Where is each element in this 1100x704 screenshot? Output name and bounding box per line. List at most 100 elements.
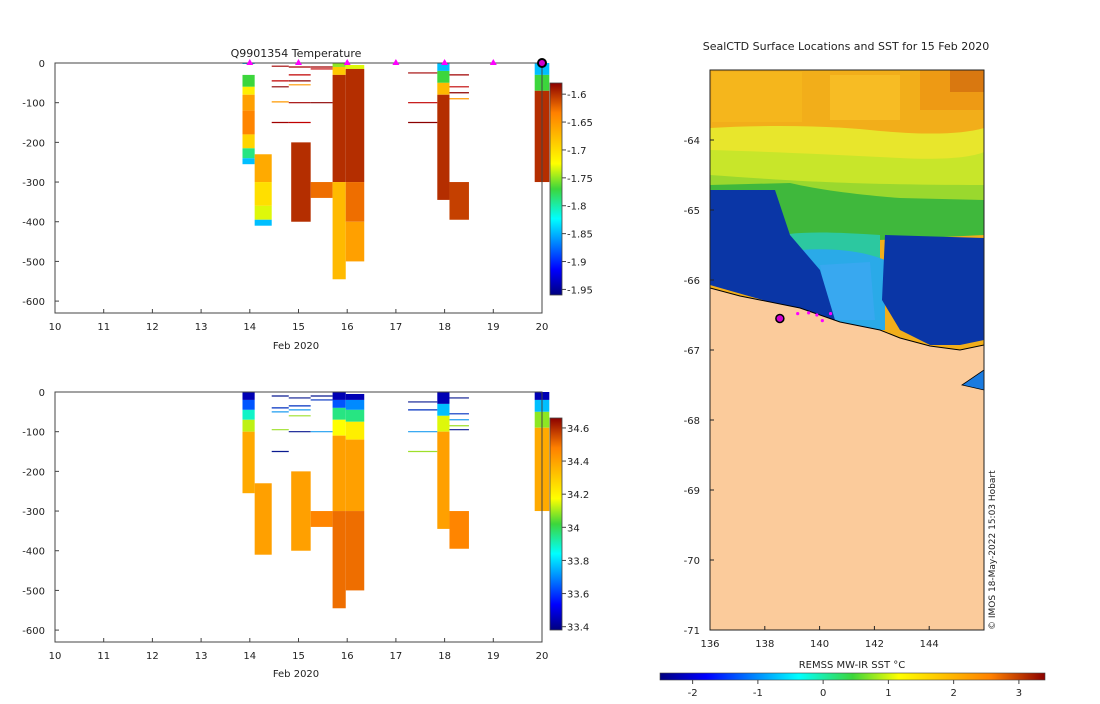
- temperature-xlabel: Feb 2020: [273, 341, 319, 352]
- sst-colorbar: [660, 673, 1045, 680]
- salinity-x-tick-label: 18: [438, 651, 451, 662]
- temperature-y-tick-label: -100: [22, 99, 45, 110]
- salinity-y-tick-label: -400: [22, 547, 45, 558]
- coastline: [710, 287, 984, 351]
- map-y-tick-label: -69: [684, 486, 700, 497]
- map-x-tick-label: 136: [700, 639, 719, 650]
- salinity-y-tick-label: -100: [22, 428, 45, 439]
- station-marker: [246, 59, 254, 65]
- salinity-profile-cell: [310, 511, 333, 527]
- station-marker: [343, 59, 351, 65]
- sst-colorbar-tick-label: -2: [688, 688, 698, 699]
- salinity-x-tick-label: 17: [390, 651, 403, 662]
- temperature-profile-cell: [242, 148, 255, 159]
- temperature-profile-cell: [254, 182, 272, 206]
- salinity-thin-lines: [271, 395, 469, 453]
- salinity-x-tick-label: 11: [97, 651, 110, 662]
- temperature-y-tick-label: -200: [22, 138, 45, 149]
- salinity-profile-cell: [242, 431, 255, 494]
- salinity-profile-cell: [332, 399, 346, 408]
- sst-map-panel: SealCTD Surface Locations and SST for 15…: [659, 40, 1046, 699]
- temperature-station-markers: [246, 58, 547, 68]
- temperature-x-tick-label: 13: [195, 322, 208, 333]
- temperature-profile-cell: [242, 94, 255, 111]
- salinity-y-tick-label: -200: [22, 467, 45, 478]
- salinity-profile-cell: [437, 403, 450, 416]
- map-y-tick-label: -68: [684, 416, 700, 427]
- temperature-x-tick-label: 17: [390, 322, 403, 333]
- seal-current-position: [775, 313, 785, 324]
- imos-credit: © IMOS 18-May-2022 15:03 Hobart: [988, 470, 998, 630]
- salinity-profile-cell: [332, 511, 346, 609]
- temperature-profiles: [242, 63, 550, 280]
- salinity-profile-cell: [254, 483, 272, 555]
- temperature-profile-cell: [291, 142, 311, 222]
- temperature-x-ticks: 10 11 12 13 14 15 16 17 18 19 20: [49, 309, 548, 333]
- station-marker: [295, 59, 302, 65]
- salinity-panel: 10 11 12 13 14 15 16 17 18 19 20 0 -100 -200 -300 -400…: [22, 388, 589, 680]
- station-marker: [392, 59, 400, 65]
- temperature-colorbar-ticks: -1.6 -1.65 -1.7 -1.75 -1.8 -1.85 -1.9 -1.95: [562, 90, 593, 296]
- salinity-xlabel: Feb 2020: [273, 669, 319, 680]
- temperature-profile-cell: [310, 182, 333, 198]
- map-x-ticks: 136 138 140 142 144: [700, 626, 939, 650]
- temperature-profile-cell: [254, 219, 272, 226]
- temperature-profile-cell: [332, 74, 346, 183]
- salinity-profile-cell: [437, 392, 450, 404]
- salinity-profile-cell: [345, 409, 365, 422]
- salinity-colorbar-tick-label: 34: [567, 523, 580, 534]
- temperature-colorbar-tick-label: -1.85: [567, 230, 593, 241]
- salinity-profile-cell: [291, 471, 311, 551]
- salinity-y-tick-label: 0: [39, 388, 45, 399]
- temperature-x-tick-label: 16: [341, 322, 354, 333]
- salinity-x-tick-label: 20: [536, 651, 549, 662]
- temperature-profile-cell: [254, 205, 272, 220]
- sst-colorbar-tick-label: 2: [950, 688, 956, 699]
- temperature-profile-cell: [242, 74, 255, 87]
- temperature-colorbar: [550, 83, 562, 295]
- salinity-profile-cell: [242, 399, 255, 410]
- sst-colorbar-ticks: -2 -1 0 1 2 3: [688, 680, 1022, 699]
- seal-track-point: [796, 312, 800, 316]
- seal-track-point: [828, 312, 833, 316]
- map-y-tick-label: -66: [684, 276, 700, 287]
- seal-track-points: [796, 311, 833, 323]
- sst-colorbar-tick-label: 1: [885, 688, 891, 699]
- map-x-tick-label: 138: [755, 639, 774, 650]
- salinity-profile-cell: [242, 419, 255, 432]
- salinity-profile-cell: [345, 511, 365, 591]
- map-y-tick-label: -64: [684, 136, 700, 147]
- salinity-profile-cell: [332, 392, 346, 400]
- temperature-profile-cell: [345, 221, 365, 262]
- salinity-x-tick-label: 10: [49, 651, 62, 662]
- salinity-profile-cell: [332, 435, 346, 512]
- antarctic-land: [710, 288, 984, 630]
- map-title: SealCTD Surface Locations and SST for 15…: [703, 40, 990, 53]
- temperature-profile-cell: [345, 64, 365, 69]
- map-y-tick-label: -67: [684, 346, 700, 357]
- salinity-profile-cell: [345, 421, 365, 440]
- temperature-profile-cell: [242, 134, 255, 149]
- temperature-profile-cell: [332, 63, 346, 67]
- temperature-y-tick-label: -500: [22, 257, 45, 268]
- salinity-x-tick-label: 14: [243, 651, 256, 662]
- salinity-colorbar-tick-label: 34.6: [567, 424, 589, 435]
- seal-track-point: [807, 311, 811, 315]
- temperature-x-tick-label: 18: [438, 322, 451, 333]
- salinity-x-tick-label: 12: [146, 651, 159, 662]
- sst-colorbar-tick-label: 0: [820, 688, 826, 699]
- salinity-colorbar-tick-label: 33.8: [567, 556, 589, 567]
- temperature-profile-cell: [437, 94, 450, 200]
- salinity-x-tick-label: 16: [341, 651, 354, 662]
- temperature-x-tick-label: 10: [49, 322, 62, 333]
- temperature-profile-cell: [242, 110, 255, 135]
- map-y-tick-label: -71: [684, 626, 700, 637]
- temperature-colorbar-tick-label: -1.95: [567, 285, 593, 296]
- temperature-panel: Q9901354 Temperature 10 11 12 13 14 15 16 17 18 1…: [22, 47, 593, 352]
- temperature-x-tick-label: 11: [97, 322, 110, 333]
- salinity-colorbar: [550, 418, 562, 630]
- salinity-profile-cell: [345, 439, 365, 512]
- salinity-profile-cell: [242, 409, 255, 420]
- temperature-profile-cell: [242, 86, 255, 95]
